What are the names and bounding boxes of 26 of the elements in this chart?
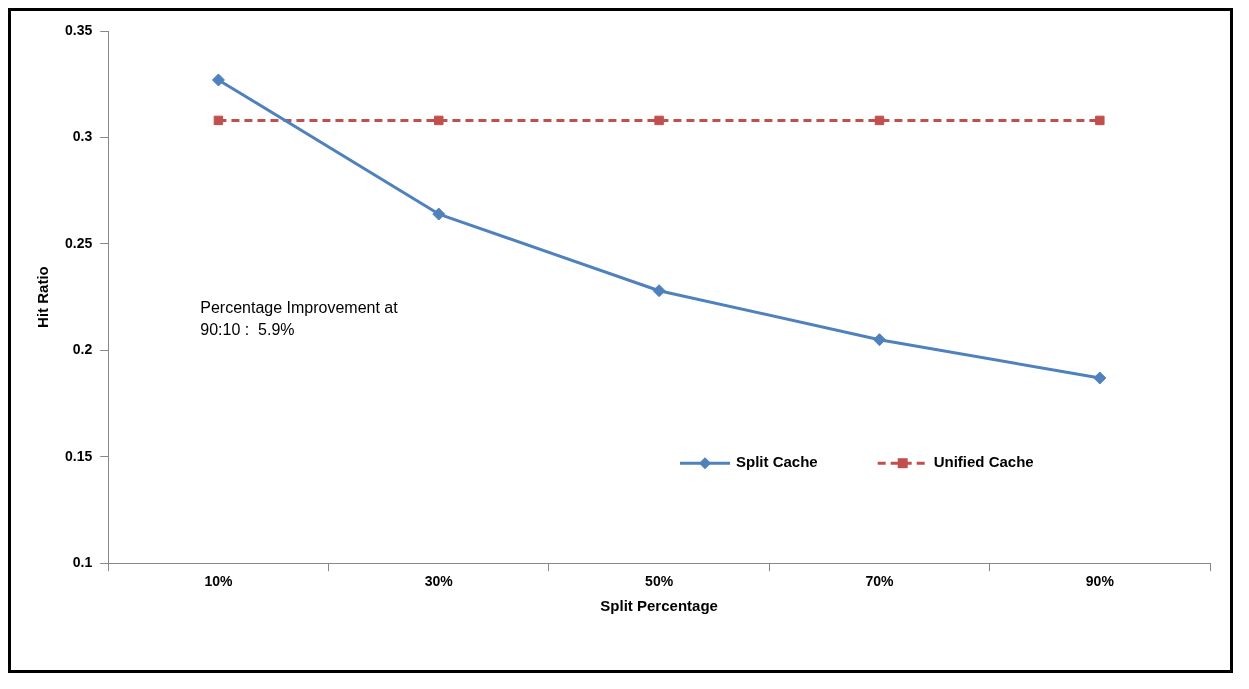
point (1093, 371, 1107, 385)
point (874, 115, 885, 126)
point (1095, 115, 1105, 126)
x-tick-label: 70% (865, 573, 895, 590)
point (652, 284, 666, 298)
x-tick-label: 10% (204, 573, 233, 590)
x-tick-label: 30% (424, 573, 454, 590)
y-tick-label: 0.3 (72, 128, 93, 145)
y-tick-label: 0.15 (65, 447, 93, 464)
point (434, 115, 444, 126)
point (213, 115, 224, 126)
legend-label: Unified Cache (933, 453, 1034, 471)
x-tick-label: 90% (1085, 573, 1115, 590)
y-tick-label: 0.35 (65, 21, 93, 38)
x-axis-title: Split Percentage (600, 597, 718, 615)
point (654, 115, 664, 126)
legend-label: Split Cache (736, 453, 818, 471)
x-tick-label: 50% (645, 573, 674, 590)
y-tick-label: 0.1 (72, 554, 93, 571)
annotation: Percentage Improvement at 90:10 : 5.9% (200, 299, 399, 339)
y-axis-title: Hit Ratio (34, 266, 52, 328)
point (211, 73, 225, 87)
point (872, 333, 886, 347)
point (432, 207, 446, 221)
y-tick-label: 0.25 (65, 234, 93, 251)
y-tick-label: 0.2 (72, 341, 93, 358)
